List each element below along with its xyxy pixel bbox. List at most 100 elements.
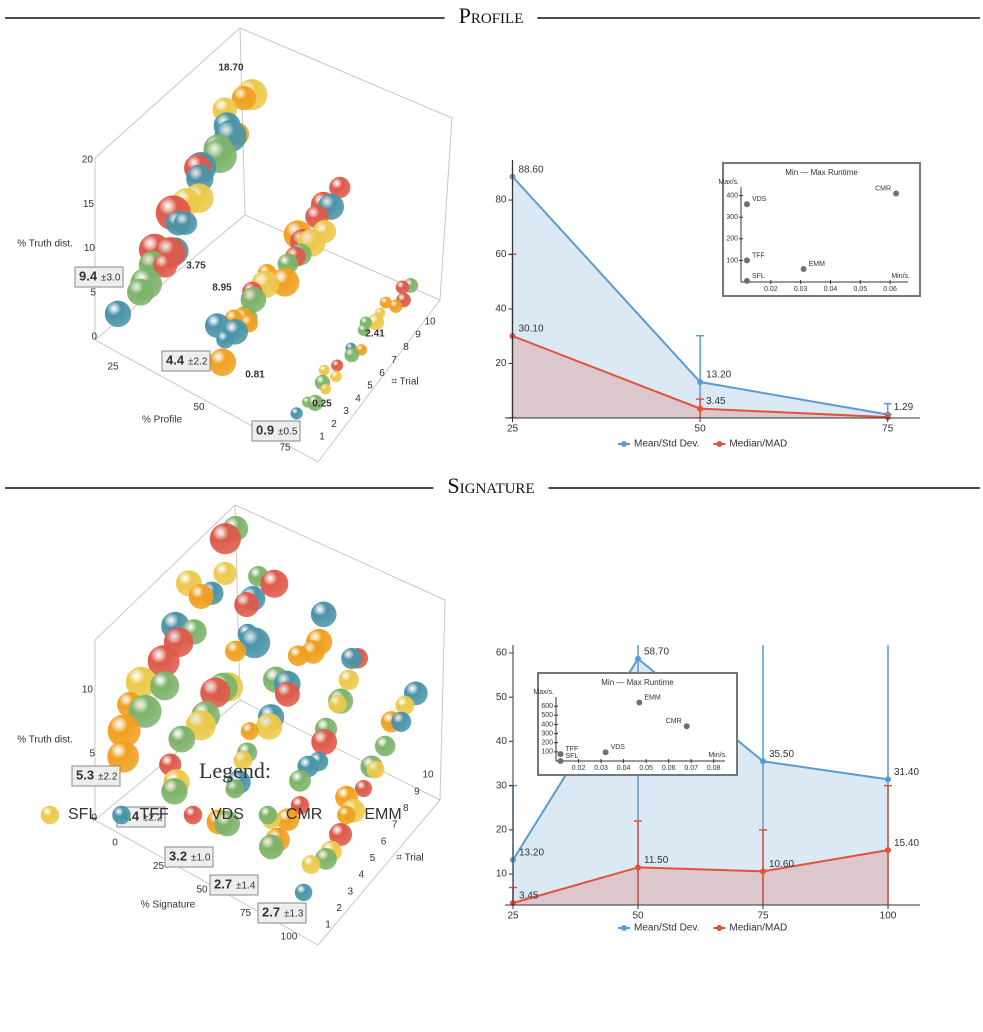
summary-spread: ±1.0	[191, 853, 211, 864]
y-tick-label: 20	[495, 358, 507, 369]
inset-x-tick-label: 0.08	[707, 765, 721, 772]
x-tick-label: 25	[507, 911, 519, 922]
bubble	[330, 370, 342, 383]
bubble	[125, 666, 157, 698]
z-axis-label: % Truth dist.	[17, 239, 73, 250]
bubble	[311, 729, 338, 755]
summary-box	[71, 765, 121, 787]
inset-point-label: EMM	[644, 694, 661, 701]
inset-point-label: VDS	[611, 744, 626, 751]
inset-y-tick-label: 100	[541, 749, 553, 756]
bubble	[168, 725, 196, 753]
inset-title: Min — Max Runtime	[601, 678, 674, 687]
inset-y-tick-label: 200	[541, 740, 553, 747]
inset-point	[557, 751, 564, 758]
z-tick-label: 15	[83, 199, 95, 210]
legend-label: Mean/Std Dev.	[634, 923, 699, 934]
x-tick-label: 25	[153, 861, 165, 872]
bubble	[231, 85, 257, 111]
legend-swatch	[40, 805, 60, 825]
legend-label: SFL	[68, 806, 97, 823]
inset-x-tick-label: 0.05	[639, 765, 653, 772]
bubble	[275, 681, 300, 707]
bubble	[214, 810, 241, 837]
inset-point	[743, 277, 750, 284]
summary-box	[164, 846, 214, 868]
inset-point	[602, 749, 609, 756]
x-tick-label: 100	[880, 911, 897, 922]
point	[697, 379, 704, 386]
bubble	[310, 601, 337, 628]
bubble	[395, 280, 410, 295]
inset-point	[636, 699, 643, 706]
inset-frame	[537, 672, 738, 776]
legend-marker	[621, 441, 627, 447]
point	[884, 414, 891, 421]
inset-point-label: SFL	[752, 273, 765, 280]
bubble	[391, 711, 412, 732]
inset-point	[800, 266, 807, 273]
legend-label: EMM	[364, 806, 401, 823]
summary-spread: ±2.2	[188, 357, 208, 368]
bubble	[234, 592, 260, 618]
bubble	[240, 286, 267, 313]
value-label: 13.20	[519, 848, 544, 859]
x-tick-label: 50	[632, 911, 644, 922]
bubble	[260, 569, 289, 598]
x-tick-label: 25	[107, 362, 119, 373]
bubble	[307, 394, 324, 412]
y-tick-label: 2	[331, 419, 337, 430]
bubble	[329, 176, 351, 199]
inset-x-tick-label: 0.03	[794, 286, 808, 293]
inset-point	[743, 201, 750, 208]
bubble	[240, 722, 259, 741]
bubble	[328, 694, 347, 714]
summary-spread: ±2.2	[143, 813, 163, 824]
inset-x-tick-label: 0.04	[617, 765, 631, 772]
summary-mean: 3.2	[169, 848, 187, 863]
value-label: 10.60	[769, 859, 794, 870]
y-tick-label: 40	[495, 304, 507, 315]
inset-y-tick-label: 600	[541, 703, 553, 710]
y-tick-label: 10	[424, 317, 436, 328]
inset-y-tick-label: 100	[726, 257, 738, 264]
summary-mean: 5.3	[76, 767, 94, 782]
inset-point-label: CMR	[666, 718, 682, 725]
bubble	[188, 584, 214, 609]
y-tick-label: 50	[496, 692, 508, 703]
value-label: 15.40	[894, 838, 919, 849]
bubble	[107, 714, 141, 748]
legend-label: CMR	[286, 806, 322, 823]
bubble	[338, 669, 359, 691]
y-tick-label: 5	[367, 381, 373, 392]
x-tick-label: 75	[279, 443, 291, 454]
inset-y-tick-label: 200	[726, 236, 738, 243]
y-tick-label: 4	[359, 870, 365, 881]
inset-x-tick-label: 0.06	[883, 286, 897, 293]
section-title: Profile	[459, 3, 524, 28]
annotation: 0.25	[312, 399, 332, 410]
summary-mean: 4.4	[166, 352, 185, 367]
bubble	[367, 313, 385, 331]
y-tick-label: 80	[495, 195, 507, 206]
bubble	[147, 645, 180, 678]
bubble	[318, 364, 330, 376]
point	[885, 847, 891, 854]
inset-y-tick-label: 300	[726, 214, 738, 221]
bubble	[329, 822, 353, 846]
summary-mean: 9.4	[79, 268, 98, 283]
value-label: 88.60	[519, 164, 544, 175]
inset-y-tick-label: 500	[541, 712, 553, 719]
inset-x-tick-label: 0.07	[684, 765, 698, 772]
bubble	[287, 645, 309, 667]
point	[635, 864, 641, 871]
annotation: 0.81	[245, 370, 265, 381]
inset-point	[683, 723, 690, 730]
bubble	[366, 760, 385, 779]
legend-label: Mean/Std Dev.	[634, 439, 699, 450]
bubble	[344, 347, 360, 363]
bubble	[225, 779, 245, 799]
x-tick-label: 0	[112, 838, 118, 849]
y-tick-label: 8	[403, 803, 409, 814]
